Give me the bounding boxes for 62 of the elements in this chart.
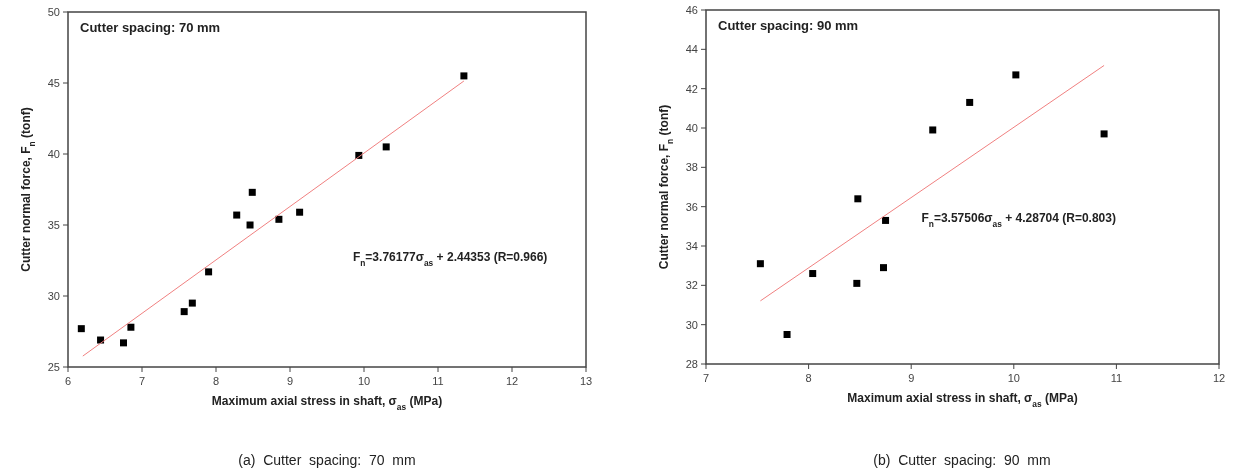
x-tick-label: 7 xyxy=(702,372,710,384)
point xyxy=(180,308,188,316)
point xyxy=(246,221,254,229)
y-tick-label: 45 xyxy=(47,77,60,89)
y-tick-label: 25 xyxy=(47,361,60,373)
y-tick-label: 36 xyxy=(685,200,698,213)
y-tick-label: 30 xyxy=(685,318,698,331)
point xyxy=(966,98,974,106)
point xyxy=(296,208,304,216)
y-tick-label: 50 xyxy=(47,6,60,18)
x-tick-label: 10 xyxy=(357,375,371,387)
point xyxy=(1100,130,1108,138)
x-tick-label: 6 xyxy=(64,375,72,387)
x-tick-label: 8 xyxy=(212,375,220,387)
x-tick-label: 9 xyxy=(908,372,915,384)
y-tick-label: 42 xyxy=(685,82,698,95)
point xyxy=(77,325,85,333)
y-tick-label: 34 xyxy=(685,240,698,252)
y-tick-label: 46 xyxy=(685,4,698,16)
point xyxy=(188,299,196,307)
point xyxy=(233,211,241,219)
x-tick-label: 10 xyxy=(1007,372,1020,384)
x-tick-label: 8 xyxy=(805,372,812,384)
x-tick-label: 11 xyxy=(1110,372,1123,384)
point xyxy=(205,268,213,276)
point xyxy=(275,215,283,223)
point xyxy=(382,143,390,151)
x-tick-label: 11 xyxy=(432,375,444,387)
y-tick-label: 38 xyxy=(685,161,698,174)
point xyxy=(882,216,890,224)
x-axis-title: Maximum axial stress in shaft, σ$_{as}$ (MPa) xyxy=(211,394,443,412)
x-tick-label: 7 xyxy=(138,375,146,387)
point xyxy=(854,195,862,203)
text: (a) Cutter spacing: 70 mm xyxy=(238,452,416,468)
y-tick-label: 28 xyxy=(685,358,698,370)
point xyxy=(809,270,817,278)
text: (b) Cutter spacing: 90 mm xyxy=(873,452,1051,468)
y-tick-label: 40 xyxy=(685,122,698,134)
point xyxy=(248,188,256,196)
point xyxy=(460,72,468,80)
point xyxy=(853,279,861,287)
y-tick-label: 32 xyxy=(685,279,698,292)
annotation: F$_{n}$=3.76177σ$_{as}$ + 2.44353 (R=0.966) xyxy=(352,249,548,268)
point xyxy=(783,331,791,338)
point xyxy=(756,260,764,268)
x-tick-label: 9 xyxy=(286,375,294,387)
x-tick-label: 12 xyxy=(1212,372,1226,384)
text: Cutter spacing: 70 mm xyxy=(80,20,221,35)
y-tick-label: 30 xyxy=(47,290,60,302)
annotation: F$_{n}$=3.57506σ$_{as}$ + 4.28704 (R=0.803) xyxy=(921,211,1116,230)
y-tick-label: 40 xyxy=(47,148,60,160)
point xyxy=(929,126,937,134)
point xyxy=(880,264,887,272)
y-tick-label: 35 xyxy=(47,219,60,231)
point xyxy=(1012,71,1020,79)
text: Cutter spacing: 90 mm xyxy=(718,18,859,33)
point xyxy=(127,323,135,331)
y-tick-label: 44 xyxy=(685,43,698,56)
point xyxy=(120,339,127,347)
x-tick-label: 12 xyxy=(505,375,519,387)
x-axis-title: Maximum axial stress in shaft, σ$_{as}$ (MPa) xyxy=(847,391,1078,409)
x-tick-label: 13 xyxy=(579,375,593,387)
